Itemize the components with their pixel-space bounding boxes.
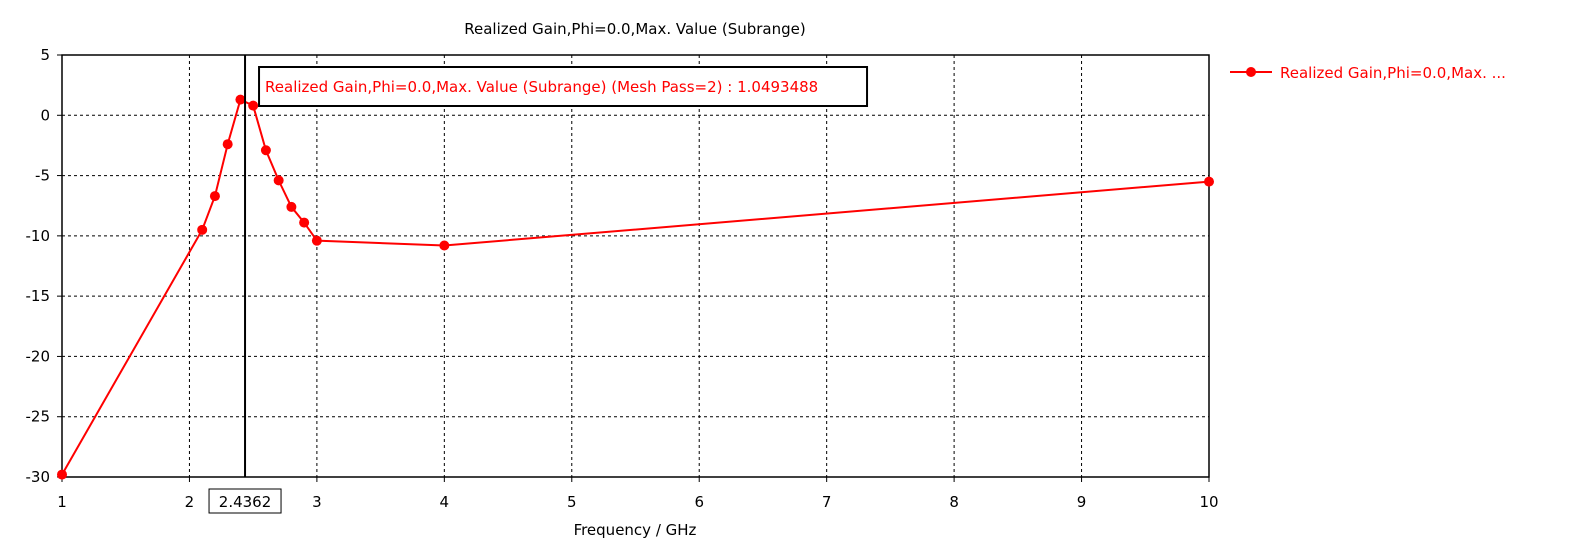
data-point (1204, 176, 1214, 187)
y-tick-label: -30 (26, 468, 51, 486)
y-tick-label: -10 (26, 227, 51, 245)
marker-x-label: 2.4362 (219, 493, 272, 511)
data-point (286, 201, 297, 212)
y-tick-label: -20 (26, 347, 51, 365)
data-point (248, 100, 259, 111)
series-lines (57, 94, 1214, 480)
data-point (222, 139, 233, 150)
data-point (299, 217, 310, 228)
x-axis-label: Frequency / GHz (574, 521, 697, 539)
plot-area-frame (61, 54, 1210, 478)
x-tick-label: 5 (567, 493, 577, 511)
legend: Realized Gain,Phi=0.0,Max. ... (1230, 64, 1506, 82)
data-point (439, 240, 450, 251)
x-tick-label: 9 (1077, 493, 1087, 511)
y-axis-ticks: 5 0 -5 -10 -15 -20 -25 -30 (26, 46, 62, 486)
x-tick-label: 3 (312, 493, 322, 511)
grid-lines (62, 55, 1209, 477)
legend-marker-swatch (1246, 67, 1256, 77)
x-tick-label: 4 (440, 493, 450, 511)
data-point (235, 94, 246, 105)
x-tick-label: 10 (1199, 493, 1218, 511)
y-tick-label: -25 (26, 408, 51, 426)
x-tick-label: 2 (185, 493, 195, 511)
frequency-marker[interactable]: 2.4362 Realized Gain,Phi=0.0,Max. Value (… (208, 55, 869, 514)
data-point (273, 175, 284, 186)
data-point (260, 145, 271, 156)
marker-annotation-text: Realized Gain,Phi=0.0,Max. Value (Subran… (265, 78, 818, 96)
y-tick-label: -5 (35, 167, 50, 185)
y-tick-label: -15 (26, 287, 51, 305)
x-tick-label: 6 (694, 493, 704, 511)
x-tick-label: 8 (949, 493, 959, 511)
data-point (197, 224, 208, 235)
data-point (209, 191, 220, 202)
legend-label: Realized Gain,Phi=0.0,Max. ... (1280, 64, 1506, 82)
y-tick-label: 0 (40, 106, 50, 124)
data-point (311, 235, 322, 246)
marker-x-label-box (208, 488, 282, 514)
y-tick-label: 5 (40, 46, 50, 64)
chart-title: Realized Gain,Phi=0.0,Max. Value (Subran… (464, 20, 805, 38)
marker-annotation-box (258, 66, 869, 107)
x-tick-label: 1 (57, 493, 67, 511)
x-axis-ticks: 1 2 3 4 5 6 7 8 9 10 (57, 477, 1219, 511)
data-point (57, 469, 67, 480)
x-tick-label: 7 (822, 493, 832, 511)
